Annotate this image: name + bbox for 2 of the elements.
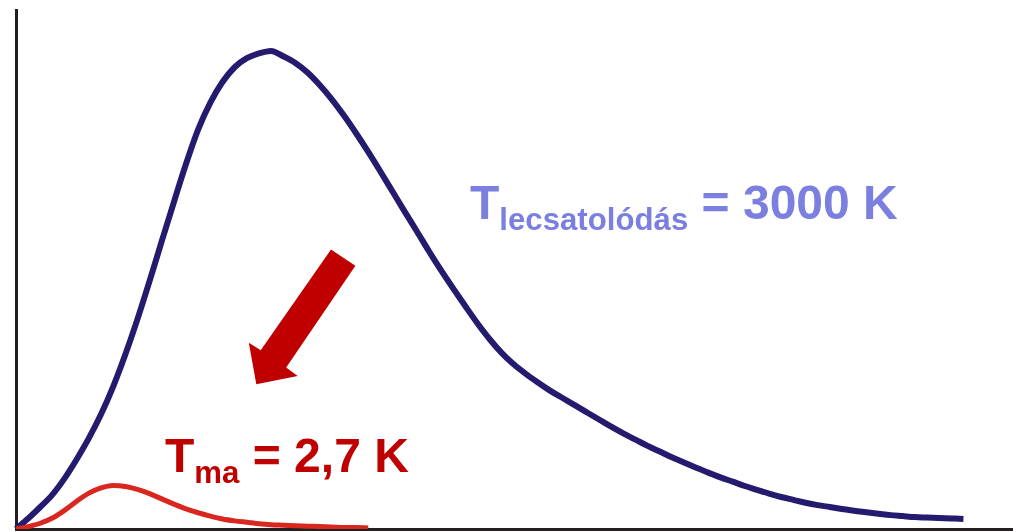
- series-label: T$_{lecsatolódás}$ = 3000 K: [470, 176, 898, 237]
- series-label: T$_{ma}$ = 2,7 K: [165, 429, 409, 490]
